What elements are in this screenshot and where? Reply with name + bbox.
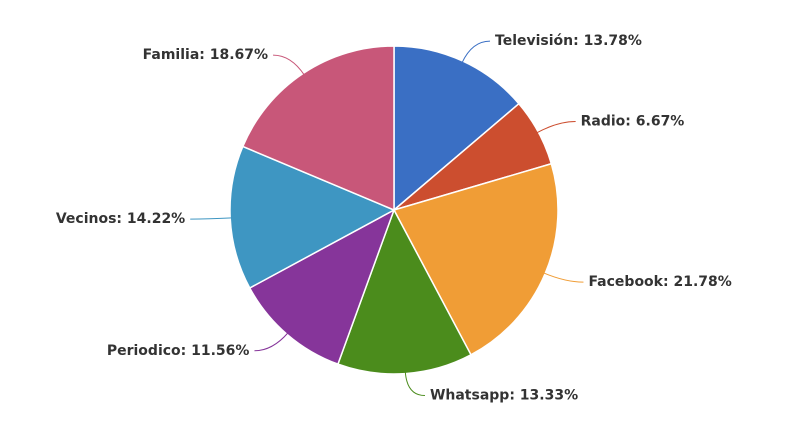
slice-group: RadioRadio: 6.67% xyxy=(393,102,685,211)
connector xyxy=(273,54,305,76)
connector xyxy=(461,40,491,64)
data-label: Familia: 18.67% xyxy=(143,47,268,63)
data-label: Facebook: 21.78% xyxy=(588,274,731,290)
data-label: Whatsapp: 13.33% xyxy=(430,388,578,404)
data-label: Periodico: 11.56% xyxy=(107,343,250,359)
slice-group: FamiliaFamilia: 18.67% xyxy=(143,45,395,212)
slice-group: PeriodicoPeriodico: 11.56% xyxy=(107,208,396,366)
slice-group: TelevisiónTelevisión: 13.78% xyxy=(393,33,642,212)
connector xyxy=(543,272,584,283)
slice-group: FacebookFacebook: 21.78% xyxy=(392,162,732,356)
slice-group: WhatsappWhatsapp: 13.33% xyxy=(336,208,578,404)
slice-group: VecinosVecinos: 14.22% xyxy=(56,145,396,289)
data-label: Radio: 6.67% xyxy=(581,114,685,130)
connector xyxy=(536,121,576,134)
connector xyxy=(190,217,233,220)
connector xyxy=(404,371,425,397)
data-label: Vecinos: 14.22% xyxy=(56,211,185,227)
connector xyxy=(254,332,289,352)
data-label: Televisión: 13.78% xyxy=(495,33,642,49)
